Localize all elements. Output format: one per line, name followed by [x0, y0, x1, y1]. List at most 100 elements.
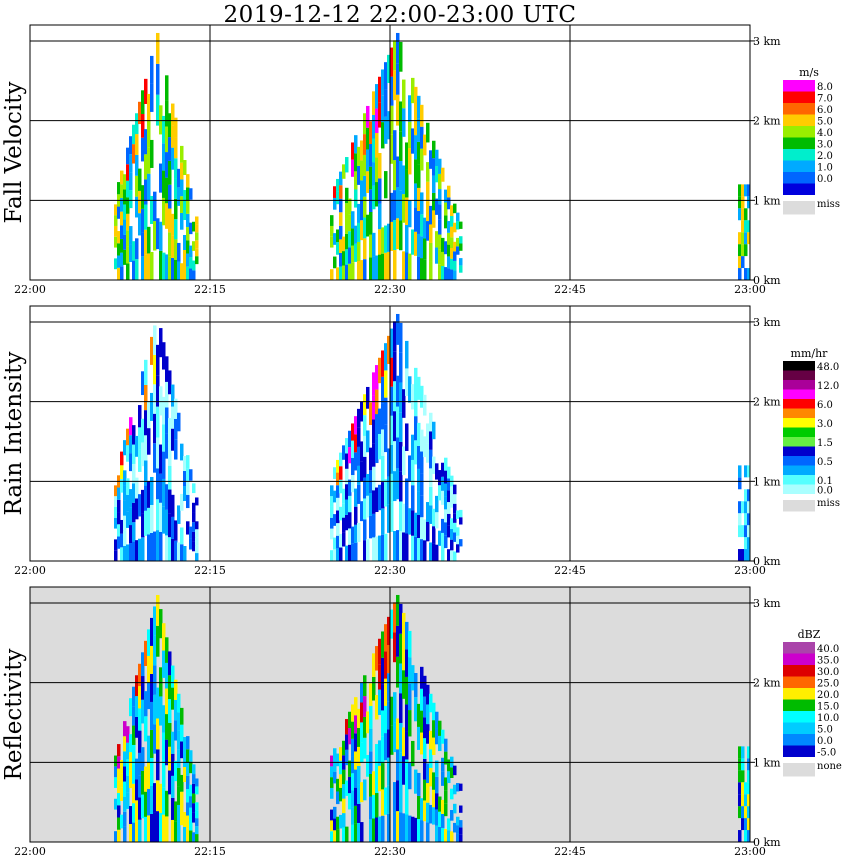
echo-cell	[162, 705, 166, 733]
echo-cell	[153, 413, 157, 444]
echo-cell	[426, 822, 430, 842]
echo-cell	[156, 499, 160, 531]
echo-cell	[132, 541, 136, 561]
echo-cell	[138, 427, 142, 450]
echo-cell	[453, 551, 457, 561]
echo-region	[738, 746, 751, 842]
echo-cell	[159, 502, 163, 532]
echo-cell	[342, 503, 346, 518]
legend-swatch	[783, 114, 815, 126]
echo-cell	[126, 230, 130, 247]
echo-cell	[444, 483, 448, 497]
echo-cell	[423, 217, 427, 239]
legend-swatch	[783, 676, 815, 688]
echo-cell	[180, 741, 184, 759]
echo-cell	[438, 158, 442, 174]
echo-cell	[138, 663, 142, 687]
echo-cell	[162, 814, 166, 842]
echo-cell	[372, 419, 376, 444]
echo-cell	[345, 233, 349, 250]
echo-cell	[150, 813, 154, 842]
echo-cell	[192, 483, 196, 494]
echo-cell	[195, 802, 199, 811]
echo-cell	[435, 463, 439, 480]
echo-cell	[117, 487, 121, 500]
echo-cell	[363, 196, 367, 218]
echo-cell	[381, 376, 385, 404]
echo-cell	[369, 515, 373, 539]
echo-cell	[387, 223, 391, 252]
echo-cell	[369, 234, 373, 258]
echo-cell	[117, 267, 121, 280]
echo-cell	[447, 830, 451, 842]
echo-cell	[333, 197, 337, 210]
echo-cell	[405, 621, 409, 650]
echo-cell	[444, 829, 448, 842]
echo-cell	[345, 719, 349, 735]
echo-cell	[126, 263, 130, 280]
x-tick-label: 22:00	[14, 845, 46, 858]
echo-cell	[393, 220, 397, 251]
echo-cell	[405, 759, 409, 787]
echo-cell	[336, 791, 340, 805]
echo-cell	[150, 673, 154, 702]
x-tick-label: 22:30	[374, 564, 406, 577]
echo-cell	[450, 496, 454, 508]
echo-cell	[744, 549, 748, 561]
legend-label: 10.0	[817, 713, 839, 724]
echo-cell	[399, 471, 403, 502]
echo-cell	[417, 703, 421, 727]
echo-cell	[162, 759, 166, 788]
echo-cell	[147, 226, 151, 254]
legend-swatch	[783, 183, 815, 195]
echo-cell	[138, 819, 142, 842]
echo-cell	[435, 149, 439, 167]
echo-cell	[423, 696, 427, 718]
echo-cell	[336, 178, 340, 192]
echo-cell	[168, 489, 172, 514]
echo-cell	[144, 691, 148, 717]
echo-cell	[741, 758, 745, 771]
echo-cell	[351, 440, 355, 458]
echo-cell	[396, 749, 400, 781]
echo-cell	[351, 773, 355, 791]
echo-cell	[378, 638, 382, 665]
echo-cell	[183, 205, 187, 221]
echo-cell	[342, 265, 346, 280]
echo-cell	[387, 673, 391, 702]
echo-cell	[744, 794, 748, 807]
echo-cell	[378, 76, 382, 103]
echo-cell	[366, 105, 370, 128]
echo-cell	[357, 222, 361, 242]
echo-cell	[141, 418, 145, 443]
echo-cell	[396, 530, 400, 561]
echo-cell	[366, 214, 370, 237]
echo-cell	[450, 767, 454, 778]
echo-cell	[447, 197, 451, 210]
echo-cell	[384, 343, 388, 371]
echo-cell	[195, 545, 199, 554]
echo-cell	[351, 543, 355, 561]
echo-cell	[432, 175, 436, 193]
echo-cell	[192, 793, 196, 804]
echo-cell	[387, 616, 391, 646]
echo-cell	[363, 134, 367, 155]
echo-cell	[345, 734, 349, 750]
echo-cell	[447, 525, 451, 538]
echo-cell	[180, 145, 184, 163]
echo-cell	[354, 171, 358, 190]
echo-cell	[144, 179, 148, 205]
echo-cell	[192, 502, 196, 513]
legend-label: 1.5	[817, 438, 833, 449]
legend-swatch	[783, 437, 815, 447]
echo-cell	[351, 790, 355, 808]
echo-cell	[390, 609, 394, 639]
echo-cell	[189, 222, 193, 235]
panel-reflectivity: 0 km 1 km 2 km 3 km 22:00 22:15 22:30 22:45 23:0…	[1, 586, 842, 858]
echo-cell	[336, 829, 340, 842]
echo-cell	[387, 251, 391, 280]
echo-cell	[399, 441, 403, 472]
echo-cell	[159, 444, 163, 474]
echo-cell	[174, 760, 178, 782]
echo-cell	[162, 170, 166, 198]
